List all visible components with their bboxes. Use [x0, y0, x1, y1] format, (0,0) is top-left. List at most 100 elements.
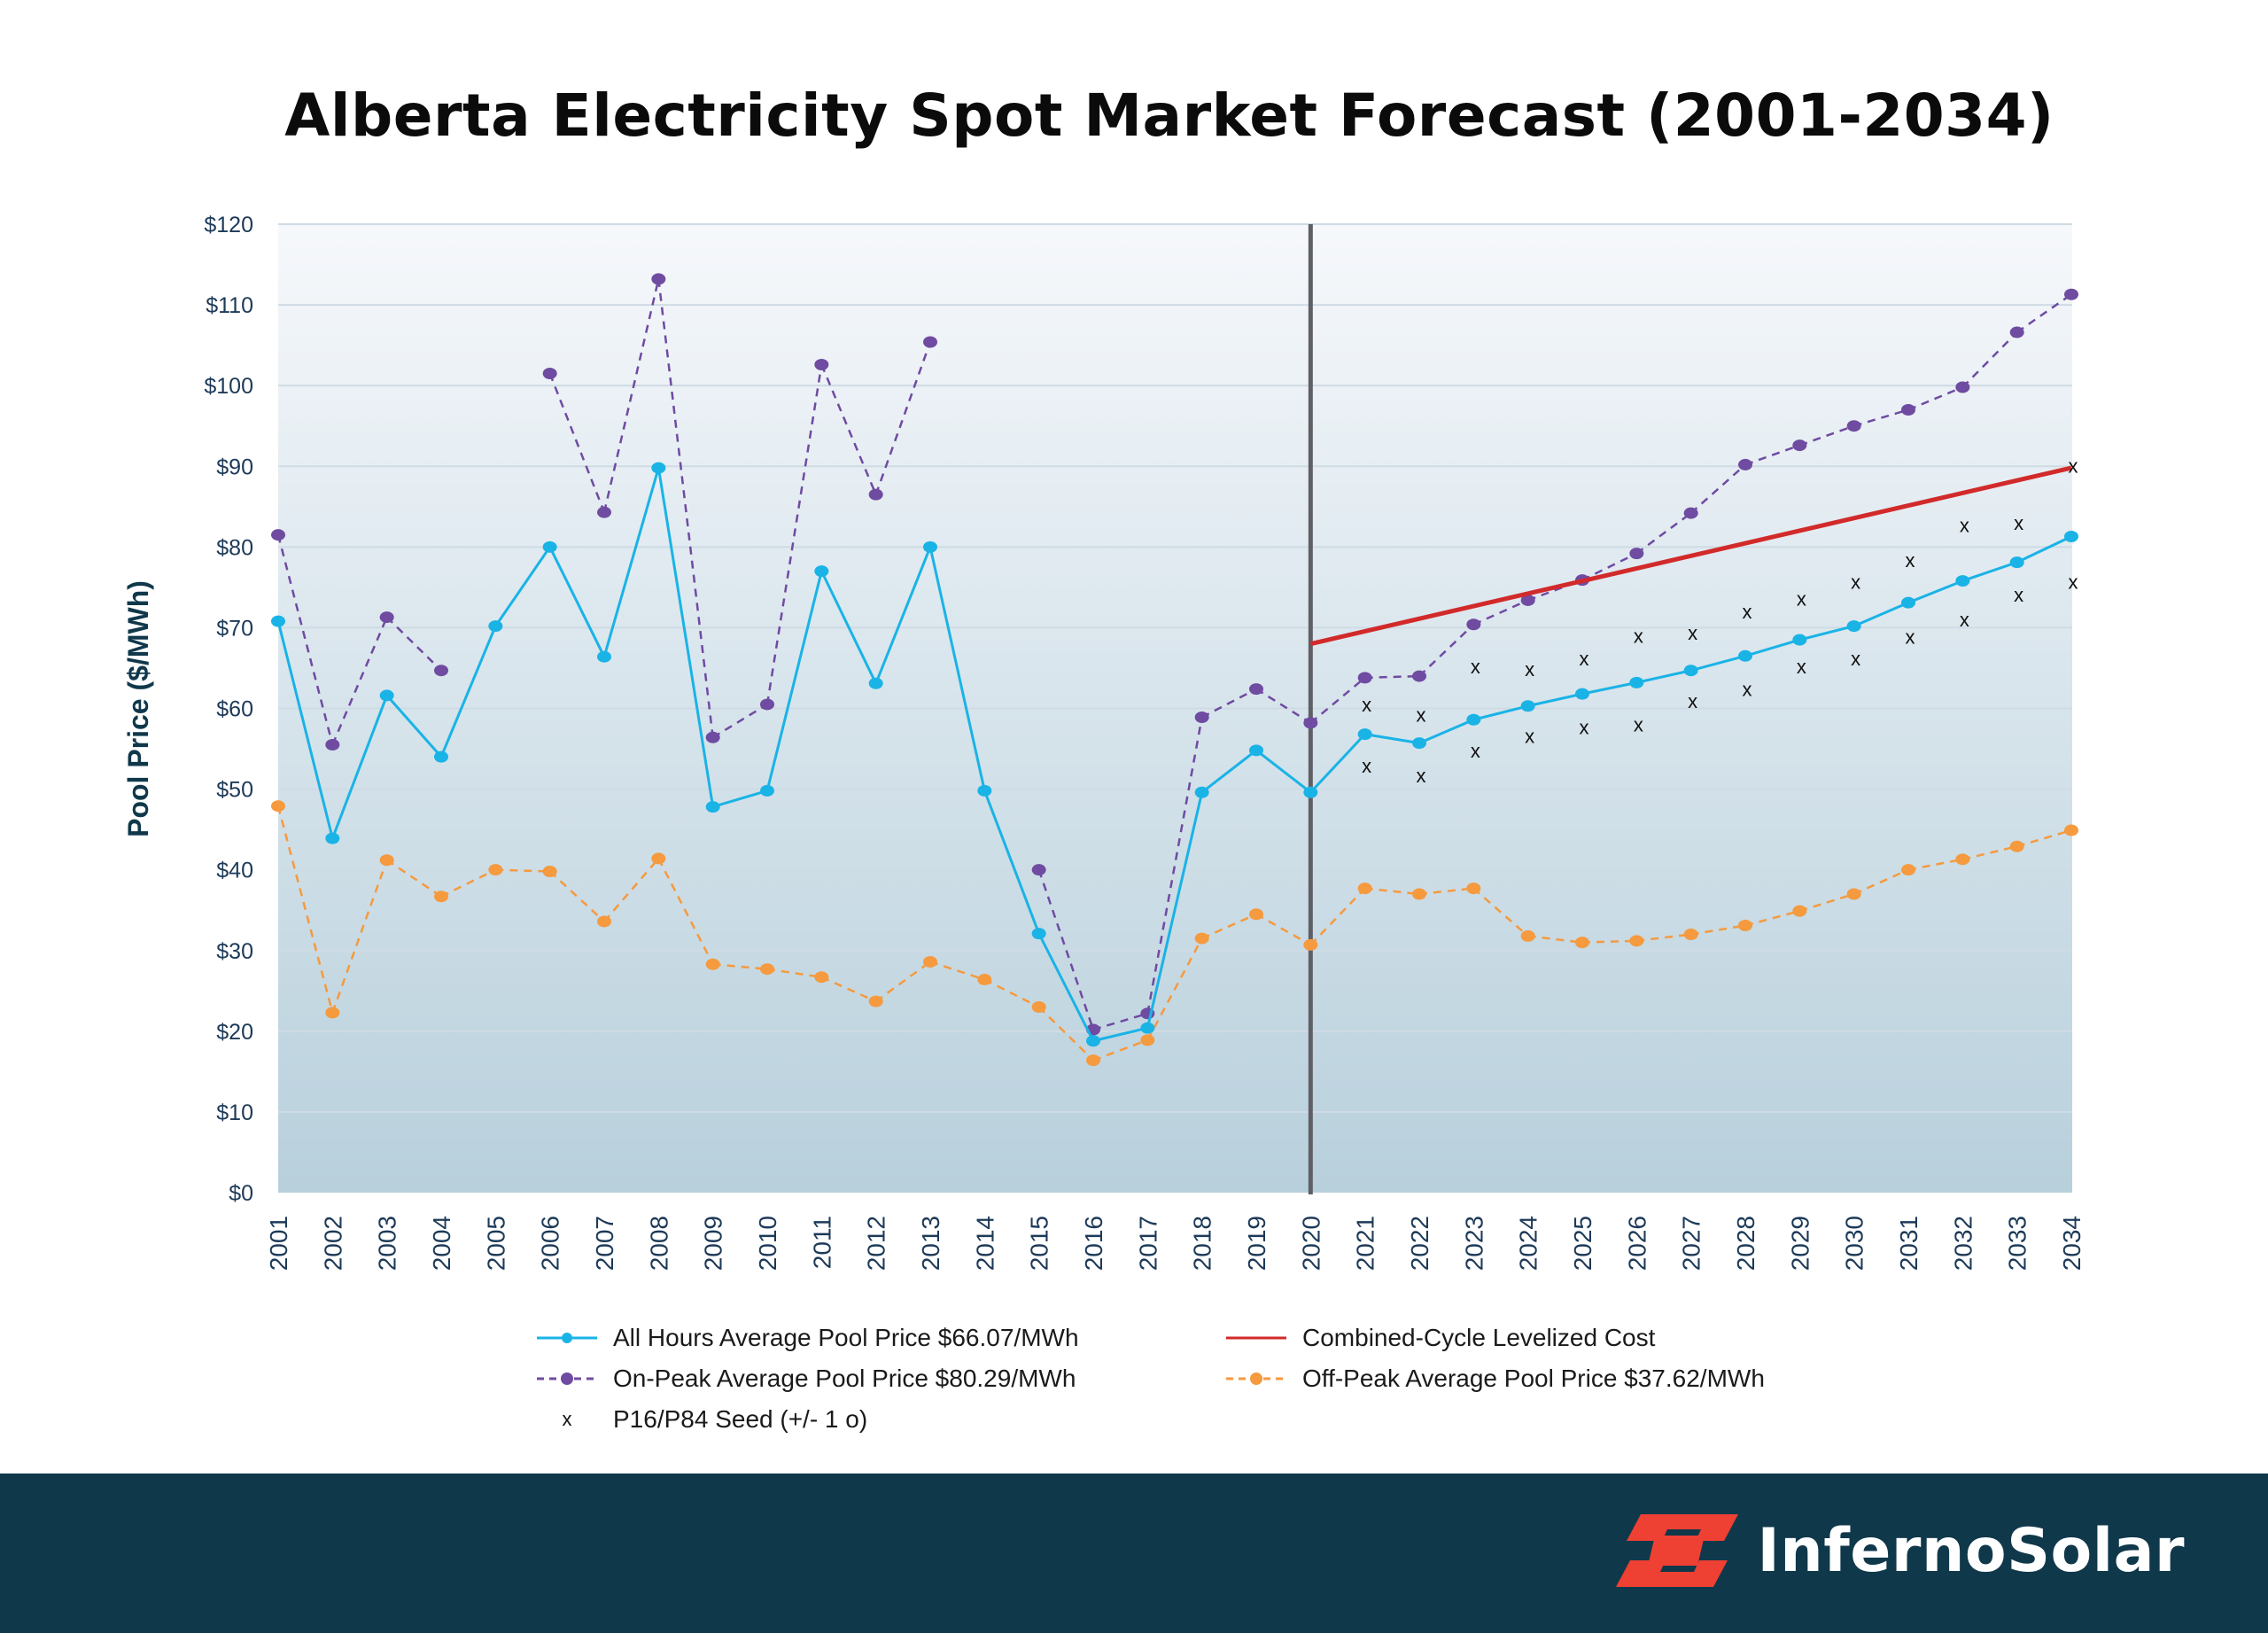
on-peak-point: [1357, 672, 1372, 684]
y-tick-label: $70: [216, 616, 253, 641]
off-peak-point: [1520, 929, 1535, 942]
off-peak-point: [271, 800, 285, 813]
on-peak-segment: [820, 364, 877, 495]
all-hours-point: [1140, 1022, 1155, 1034]
on-peak-point: [1792, 439, 1807, 452]
all-hours-segment: [983, 789, 1041, 935]
all-hours-point: [1303, 786, 1318, 798]
y-tick-label: $50: [216, 778, 253, 803]
on-peak-point: [1846, 420, 1861, 432]
all-hours-point: [1955, 575, 1970, 587]
all-hours-point: [868, 677, 883, 689]
seed-marker: x: [1960, 609, 1969, 631]
all-hours-segment: [276, 620, 334, 839]
off-peak-point: [379, 854, 394, 867]
x-tick-label: 2020: [1297, 1216, 1324, 1271]
all-hours-series: [271, 462, 2078, 1047]
x-tick-label: 2033: [2004, 1216, 2031, 1271]
off-peak-point: [1412, 888, 1426, 900]
off-peak-point: [1901, 864, 1915, 876]
x-tick-label: 2025: [1569, 1216, 1596, 1271]
on-peak-point: [1520, 594, 1535, 606]
seed-marker: x: [1362, 755, 1371, 777]
off-peak-segment: [1146, 937, 1203, 1041]
on-peak-segment: [548, 373, 606, 513]
off-peak-point: [2009, 840, 2024, 852]
all-hours-point: [1194, 786, 1209, 798]
x-tick-label: 2012: [863, 1216, 890, 1271]
on-peak-point: [542, 368, 557, 380]
all-hours-point: [651, 462, 666, 474]
all-hours-segment: [548, 546, 606, 657]
y-tick-label: $90: [216, 455, 253, 479]
x-tick-label: 2022: [1406, 1216, 1433, 1271]
all-hours-segment: [385, 694, 443, 758]
legend-item-combined-cycle: Combined-Cycle Levelized Cost: [1221, 1320, 1655, 1356]
all-hours-segment: [1255, 749, 1312, 794]
y-tick-label: $40: [216, 859, 253, 883]
all-hours-segment: [1418, 718, 1474, 745]
off-peak-segment: [1907, 858, 1963, 871]
on-peak-point: [1955, 381, 1970, 393]
on-peak-segment: [712, 703, 768, 739]
off-peak-point: [1792, 905, 1807, 917]
seed-marker: x: [1525, 658, 1534, 680]
all-hours-point: [488, 620, 503, 633]
seed-marker: x: [1797, 656, 1806, 678]
off-peak-segment: [1744, 909, 1800, 927]
on-peak-segment: [1201, 688, 1257, 719]
on-peak-point: [597, 506, 611, 518]
off-peak-series: [271, 800, 2078, 1067]
off-peak-point: [1738, 920, 1752, 932]
on-peak-point: [1031, 864, 1046, 876]
off-peak-segment: [657, 858, 714, 965]
inferno-solar-logo-icon: [1615, 1514, 1738, 1587]
seed-marker: x: [1906, 626, 1915, 648]
seed-marker: x: [1743, 679, 1752, 701]
on-peak-segment: [1689, 463, 1746, 515]
on-peak-segment: [1635, 512, 1692, 555]
off-peak-segment: [1690, 924, 1746, 936]
on-peak-segment: [1853, 408, 1909, 427]
on-peak-point: [923, 336, 937, 348]
all-hours-segment: [1527, 692, 1583, 708]
x-tick-label: 2016: [1080, 1216, 1107, 1271]
on-peak-point: [1466, 618, 1481, 631]
seed-marker: x: [1362, 694, 1371, 716]
on-peak-point: [1683, 507, 1698, 519]
seed-series: x x x x x x x x x x x x x x x x x x x x x x x x x x x x: [1362, 455, 2078, 787]
off-peak-segment: [2016, 828, 2072, 848]
all-hours-point: [1629, 676, 1644, 688]
y-tick-label: $120: [204, 213, 253, 237]
on-peak-point: [325, 738, 340, 750]
x-axis-ticks: 2001 2002 2003 2004 2005 2006 2007 2008 2009 2010…: [265, 1216, 2085, 1271]
seed-marker: x: [1688, 690, 1697, 712]
legend-label-seed: P16/P84 Seed (+/- 1 o): [613, 1405, 868, 1433]
off-peak-point: [1086, 1054, 1100, 1067]
off-peak-point: [705, 958, 720, 970]
on-peak-segment: [385, 616, 442, 672]
all-hours-segment: [656, 467, 715, 807]
x-tick-label: 2007: [591, 1216, 618, 1271]
off-peak-segment: [983, 978, 1040, 1008]
all-hours-segment: [439, 626, 497, 758]
all-hours-segment: [1037, 932, 1095, 1042]
on-peak-point: [1629, 548, 1644, 560]
on-peak-segment: [276, 534, 334, 745]
all-hours-segment: [765, 571, 823, 791]
all-hours-point: [597, 650, 611, 663]
on-peak-point: [651, 273, 666, 285]
on-peak-segment: [657, 278, 714, 738]
seed-marker: x: [1471, 656, 1480, 678]
off-peak-segment: [1418, 887, 1474, 896]
x-tick-label: 2014: [971, 1216, 998, 1271]
all-hours-point: [1738, 649, 1752, 662]
legend-swatch-seed: x: [563, 1408, 572, 1430]
off-peak-segment: [929, 960, 985, 981]
on-peak-segment: [1146, 717, 1203, 1015]
legend-label-off-peak: Off-Peak Average Pool Price $37.62/MWh: [1302, 1365, 1765, 1392]
seed-marker: x: [1580, 648, 1589, 670]
off-peak-point: [434, 890, 448, 903]
y-tick-label: $10: [216, 1100, 253, 1125]
